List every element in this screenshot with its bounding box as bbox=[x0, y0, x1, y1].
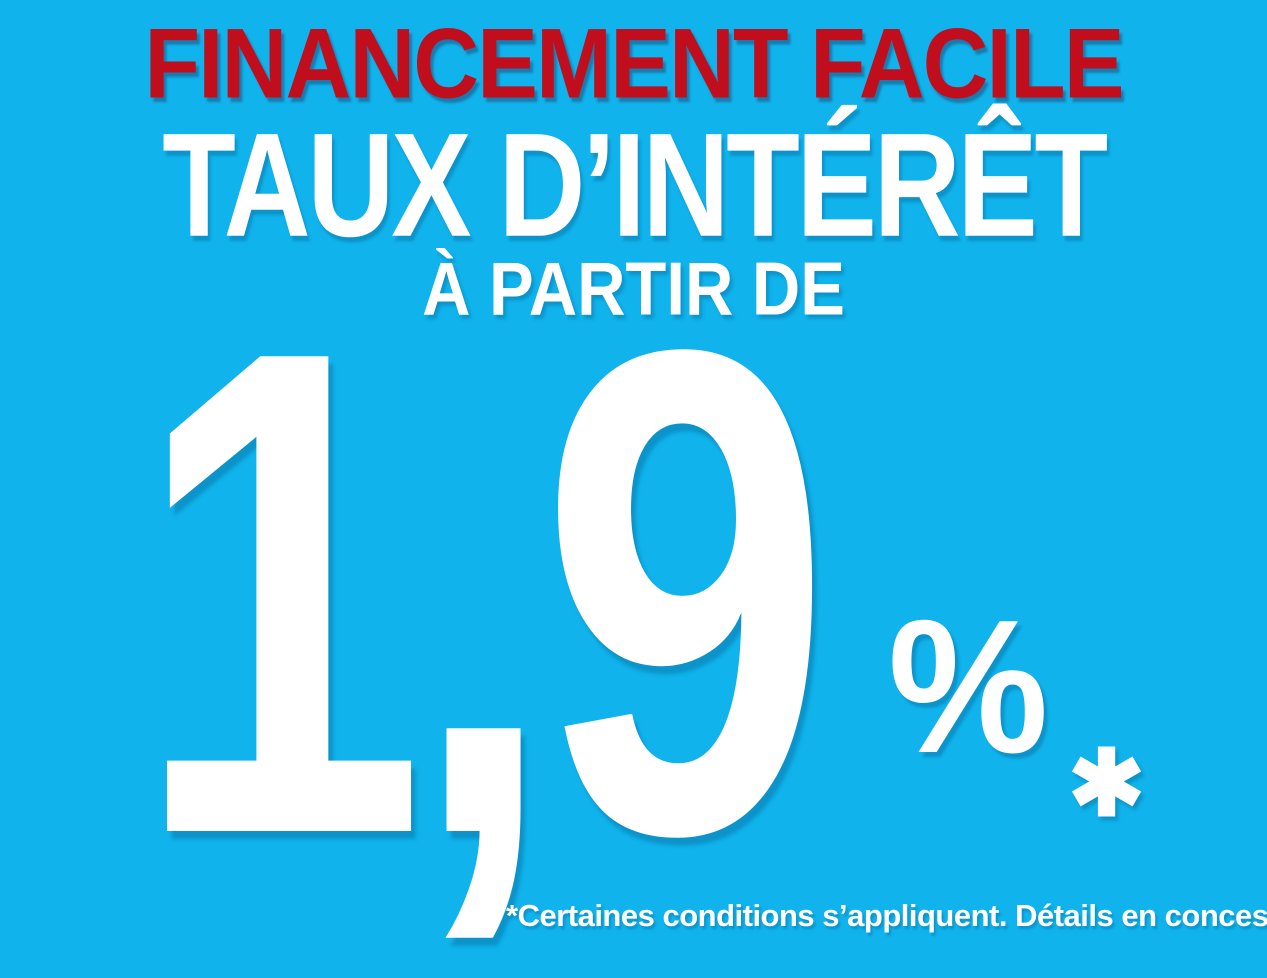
disclaimer: *Certaines conditions s’appliquent. Déta… bbox=[506, 898, 1267, 933]
main-title: TAUX D’INTÉRÊT bbox=[162, 102, 1108, 268]
rate-value: 1,9 bbox=[134, 207, 832, 978]
headline: FINANCEMENT FACILE bbox=[144, 7, 1124, 119]
asterisk-icon: ✱ bbox=[1068, 733, 1146, 835]
subtitle: À PARTIR DE bbox=[422, 247, 845, 332]
percent-sign: % bbox=[888, 581, 1049, 793]
